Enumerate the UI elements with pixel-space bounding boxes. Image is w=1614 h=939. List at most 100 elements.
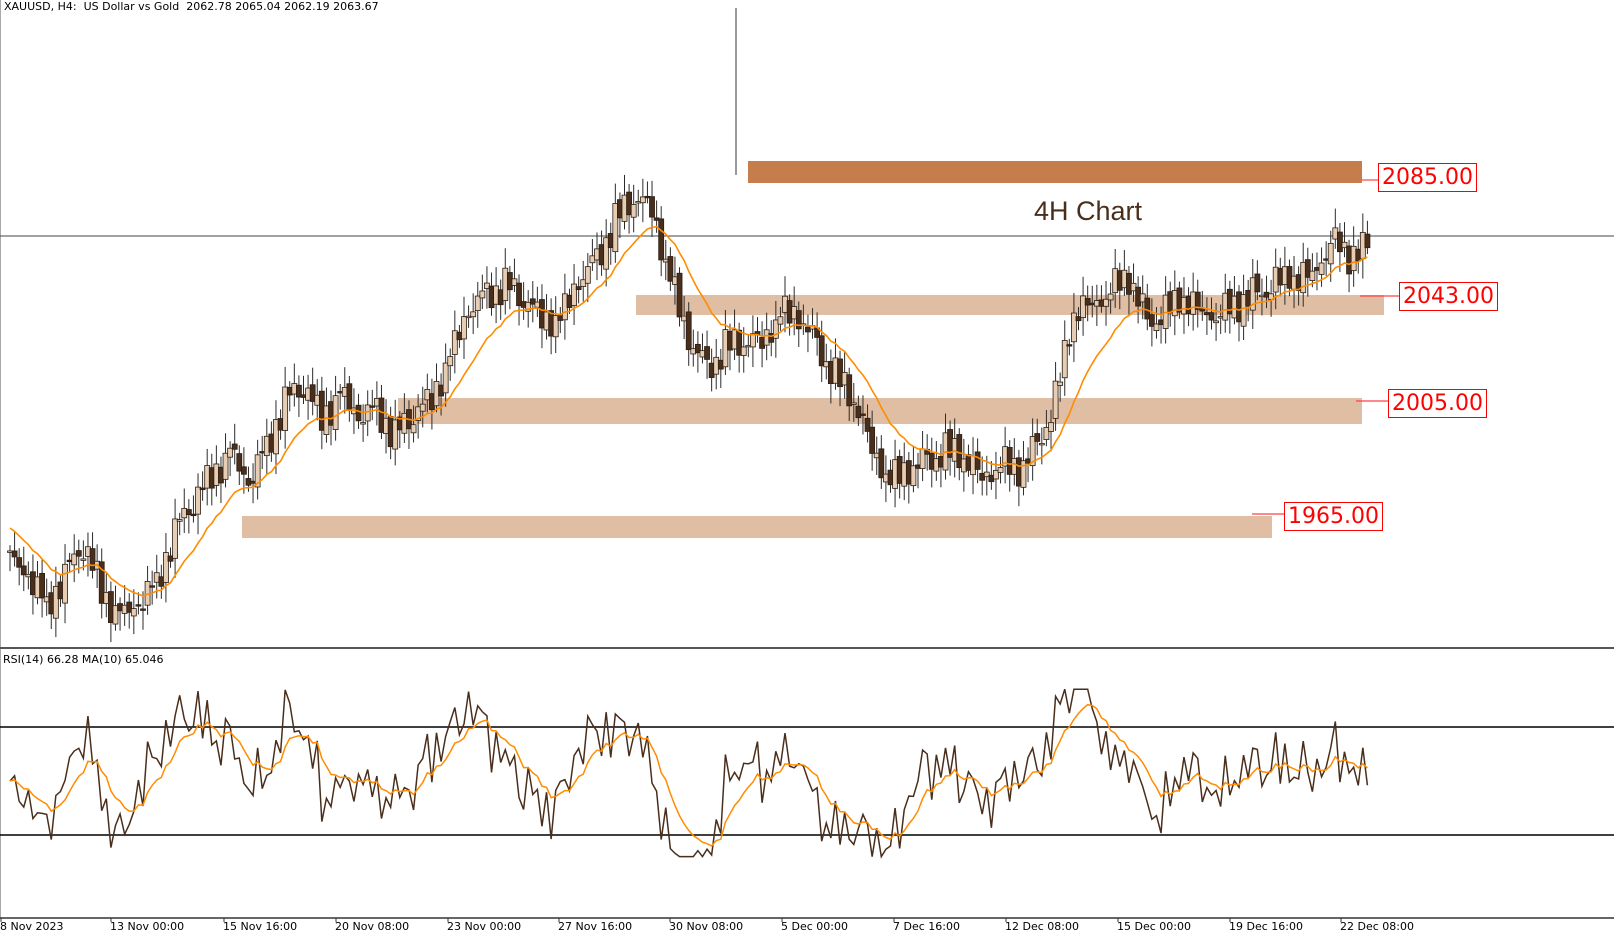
bear-candle (135, 604, 142, 607)
price-zone-2085.00 (748, 161, 1362, 183)
moving-average-line (9, 225, 1368, 597)
x-tick: 12 Dec 08:00 (1005, 920, 1079, 933)
bull-candle (451, 330, 458, 355)
x-tick: 22 Dec 08:00 (1340, 920, 1414, 933)
bear-candle (190, 513, 197, 517)
bull-candle (603, 237, 610, 270)
bull-candle (1249, 277, 1256, 311)
level-label-2005[interactable]: 2005.00 (1388, 389, 1487, 418)
bull-candle (1240, 294, 1247, 327)
bear-candle (860, 413, 866, 416)
bear-candle (309, 384, 316, 402)
bear-candle (236, 453, 243, 472)
x-tick: 15 Dec 00:00 (1117, 920, 1191, 933)
bear-candle (704, 346, 710, 360)
bull-candle (447, 356, 454, 367)
level-label-1965[interactable]: 1965.00 (1284, 502, 1383, 531)
bull-candle (993, 469, 999, 480)
x-tick: 7 Dec 16:00 (893, 920, 960, 933)
bull-candle (479, 290, 486, 299)
bull-candle (364, 404, 371, 422)
bull-candle (1048, 422, 1054, 432)
bull-candle (777, 316, 784, 325)
x-tick: 5 Dec 00:00 (781, 920, 848, 933)
bull-candle (392, 419, 399, 450)
bear-candle (1075, 316, 1082, 322)
bull-candle (1318, 262, 1325, 275)
bear-candle (878, 448, 885, 479)
rsi-indicator-label: RSI(14) 66.28 MA(10) 65.046 (3, 653, 164, 666)
bear-candle (240, 466, 247, 475)
bear-candle (11, 550, 18, 558)
bull-candle (172, 518, 178, 559)
bull-candle (410, 424, 417, 434)
bear-candle (1034, 433, 1041, 442)
bull-candle (461, 316, 467, 340)
bear-candle (1364, 233, 1371, 249)
rsi-line (9, 688, 1369, 859)
x-tick: 19 Dec 16:00 (1229, 920, 1303, 933)
bear-candle (1084, 298, 1091, 306)
bull-candle (1153, 323, 1160, 332)
bull-candle (222, 452, 229, 480)
bear-candle (529, 298, 536, 305)
bull-candle (1043, 426, 1050, 440)
bear-candle (199, 487, 206, 491)
bull-candle (997, 467, 1004, 473)
bear-candle (658, 218, 665, 261)
x-tick: 20 Nov 08:00 (335, 920, 410, 933)
bull-candle (1107, 293, 1114, 301)
bull-candle (525, 301, 532, 312)
x-tick: 30 Nov 08:00 (669, 920, 744, 933)
bull-candle (273, 419, 279, 455)
bull-candle (1057, 381, 1064, 386)
bull-candle (1020, 460, 1027, 488)
bull-candle (1071, 312, 1077, 343)
bull-candle (62, 563, 68, 604)
level-label-2043[interactable]: 2043.00 (1399, 282, 1498, 311)
bull-candle (130, 608, 137, 617)
bear-candle (864, 417, 871, 432)
rsi-ma-line (9, 703, 1368, 847)
bull-candle (470, 311, 477, 318)
bear-candle (649, 196, 655, 218)
bear-candle (369, 405, 376, 408)
bear-candle (296, 384, 302, 398)
bull-candle (1327, 242, 1334, 265)
level-label-2085[interactable]: 2085.00 (1378, 163, 1477, 192)
bear-candle (1148, 314, 1155, 327)
bull-candle (52, 585, 59, 619)
bull-candle (850, 402, 857, 405)
symbol-header: XAUUSD, H4: US Dollar vs Gold 2062.78 20… (4, 0, 379, 13)
bear-candle (231, 443, 238, 450)
bull-candle (511, 278, 518, 286)
x-tick: 13 Nov 00:00 (110, 920, 185, 933)
bull-candle (1061, 340, 1068, 379)
bull-candle (552, 315, 559, 338)
bull-candle (112, 605, 119, 625)
bull-candle (1029, 436, 1036, 467)
bull-candle (360, 422, 367, 425)
bear-candle (16, 557, 23, 568)
bull-candle (80, 558, 87, 561)
bull-candle (419, 403, 426, 412)
bear-candle (855, 405, 862, 419)
bear-candle (575, 286, 582, 290)
bear-candle (140, 608, 146, 611)
bear-candle (1208, 312, 1215, 321)
bull-candle (630, 204, 637, 218)
bear-candle (185, 509, 192, 516)
bear-candle (1254, 273, 1261, 293)
bear-candle (346, 383, 353, 411)
bear-candle (846, 374, 853, 407)
bull-candle (750, 333, 756, 348)
bear-candle (1199, 308, 1206, 312)
bull-candle (571, 283, 577, 306)
bull-candle (163, 552, 169, 583)
bull-candle (910, 465, 917, 487)
bear-candle (1066, 344, 1073, 347)
bull-candle (176, 519, 183, 522)
bear-candle (818, 335, 825, 367)
